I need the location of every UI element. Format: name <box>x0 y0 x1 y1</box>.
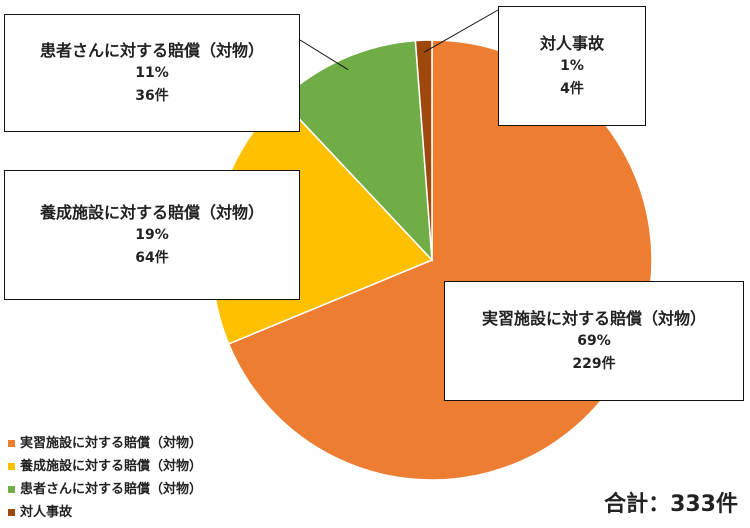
legend-label-kanja: 患者さんに対する賠償（対物） <box>20 482 203 497</box>
legend-item-kanja: 患者さんに対する賠償（対物） <box>8 478 202 501</box>
data-label-jisshu-name: 実習施設に対する賠償（対物） <box>481 308 706 328</box>
data-label-yousei-percent: 19% <box>135 226 169 243</box>
data-label-kanja-name: 患者さんに対する賠償（対物） <box>39 40 264 60</box>
legend-swatch-kanja <box>8 486 15 493</box>
legend-label-jisshu: 実習施設に対する賠償（対物） <box>20 436 203 451</box>
data-label-kanja: 患者さんに対する賠償（対物） 11% 36件 <box>4 14 300 132</box>
total-count: 合計：333件 <box>604 492 738 517</box>
legend-swatch-jisshu <box>8 440 15 447</box>
leader-lines <box>299 9 499 71</box>
data-label-yousei-name: 養成施設に対する賠償（対物） <box>39 202 264 222</box>
legend-item-yousei: 養成施設に対する賠償（対物） <box>8 455 202 478</box>
legend-item-jisshu: 実習施設に対する賠償（対物） <box>8 432 202 455</box>
data-label-taijin-count: 4件 <box>560 80 584 97</box>
legend-swatch-yousei <box>8 463 15 470</box>
legend-label-yousei: 養成施設に対する賠償（対物） <box>20 459 203 474</box>
data-label-taijin-percent: 1% <box>560 57 584 74</box>
pie-slice-taijin <box>414 39 433 261</box>
legend-swatch-taijin <box>8 509 15 516</box>
data-label-jisshu-percent: 69% <box>577 332 611 349</box>
legend-item-taijin: 対人事故 <box>8 501 202 524</box>
legend: 実習施設に対する賠償（対物） 養成施設に対する賠償（対物） 患者さんに対する賠償… <box>8 432 202 524</box>
data-label-kanja-count: 36件 <box>135 87 169 104</box>
leader-line-kanja <box>299 39 349 71</box>
data-label-taijin-name: 対人事故 <box>539 33 604 53</box>
data-label-yousei: 養成施設に対する賠償（対物） 19% 64件 <box>4 170 300 300</box>
data-label-kanja-percent: 11% <box>135 64 169 81</box>
legend-label-taijin: 対人事故 <box>20 505 73 520</box>
data-label-jisshu-count: 229件 <box>572 355 616 372</box>
data-label-taijin: 対人事故 1% 4件 <box>498 6 646 126</box>
data-label-yousei-count: 64件 <box>135 249 169 266</box>
data-label-jisshu: 実習施設に対する賠償（対物） 69% 229件 <box>444 281 744 401</box>
leader-line-taijin <box>423 9 499 53</box>
